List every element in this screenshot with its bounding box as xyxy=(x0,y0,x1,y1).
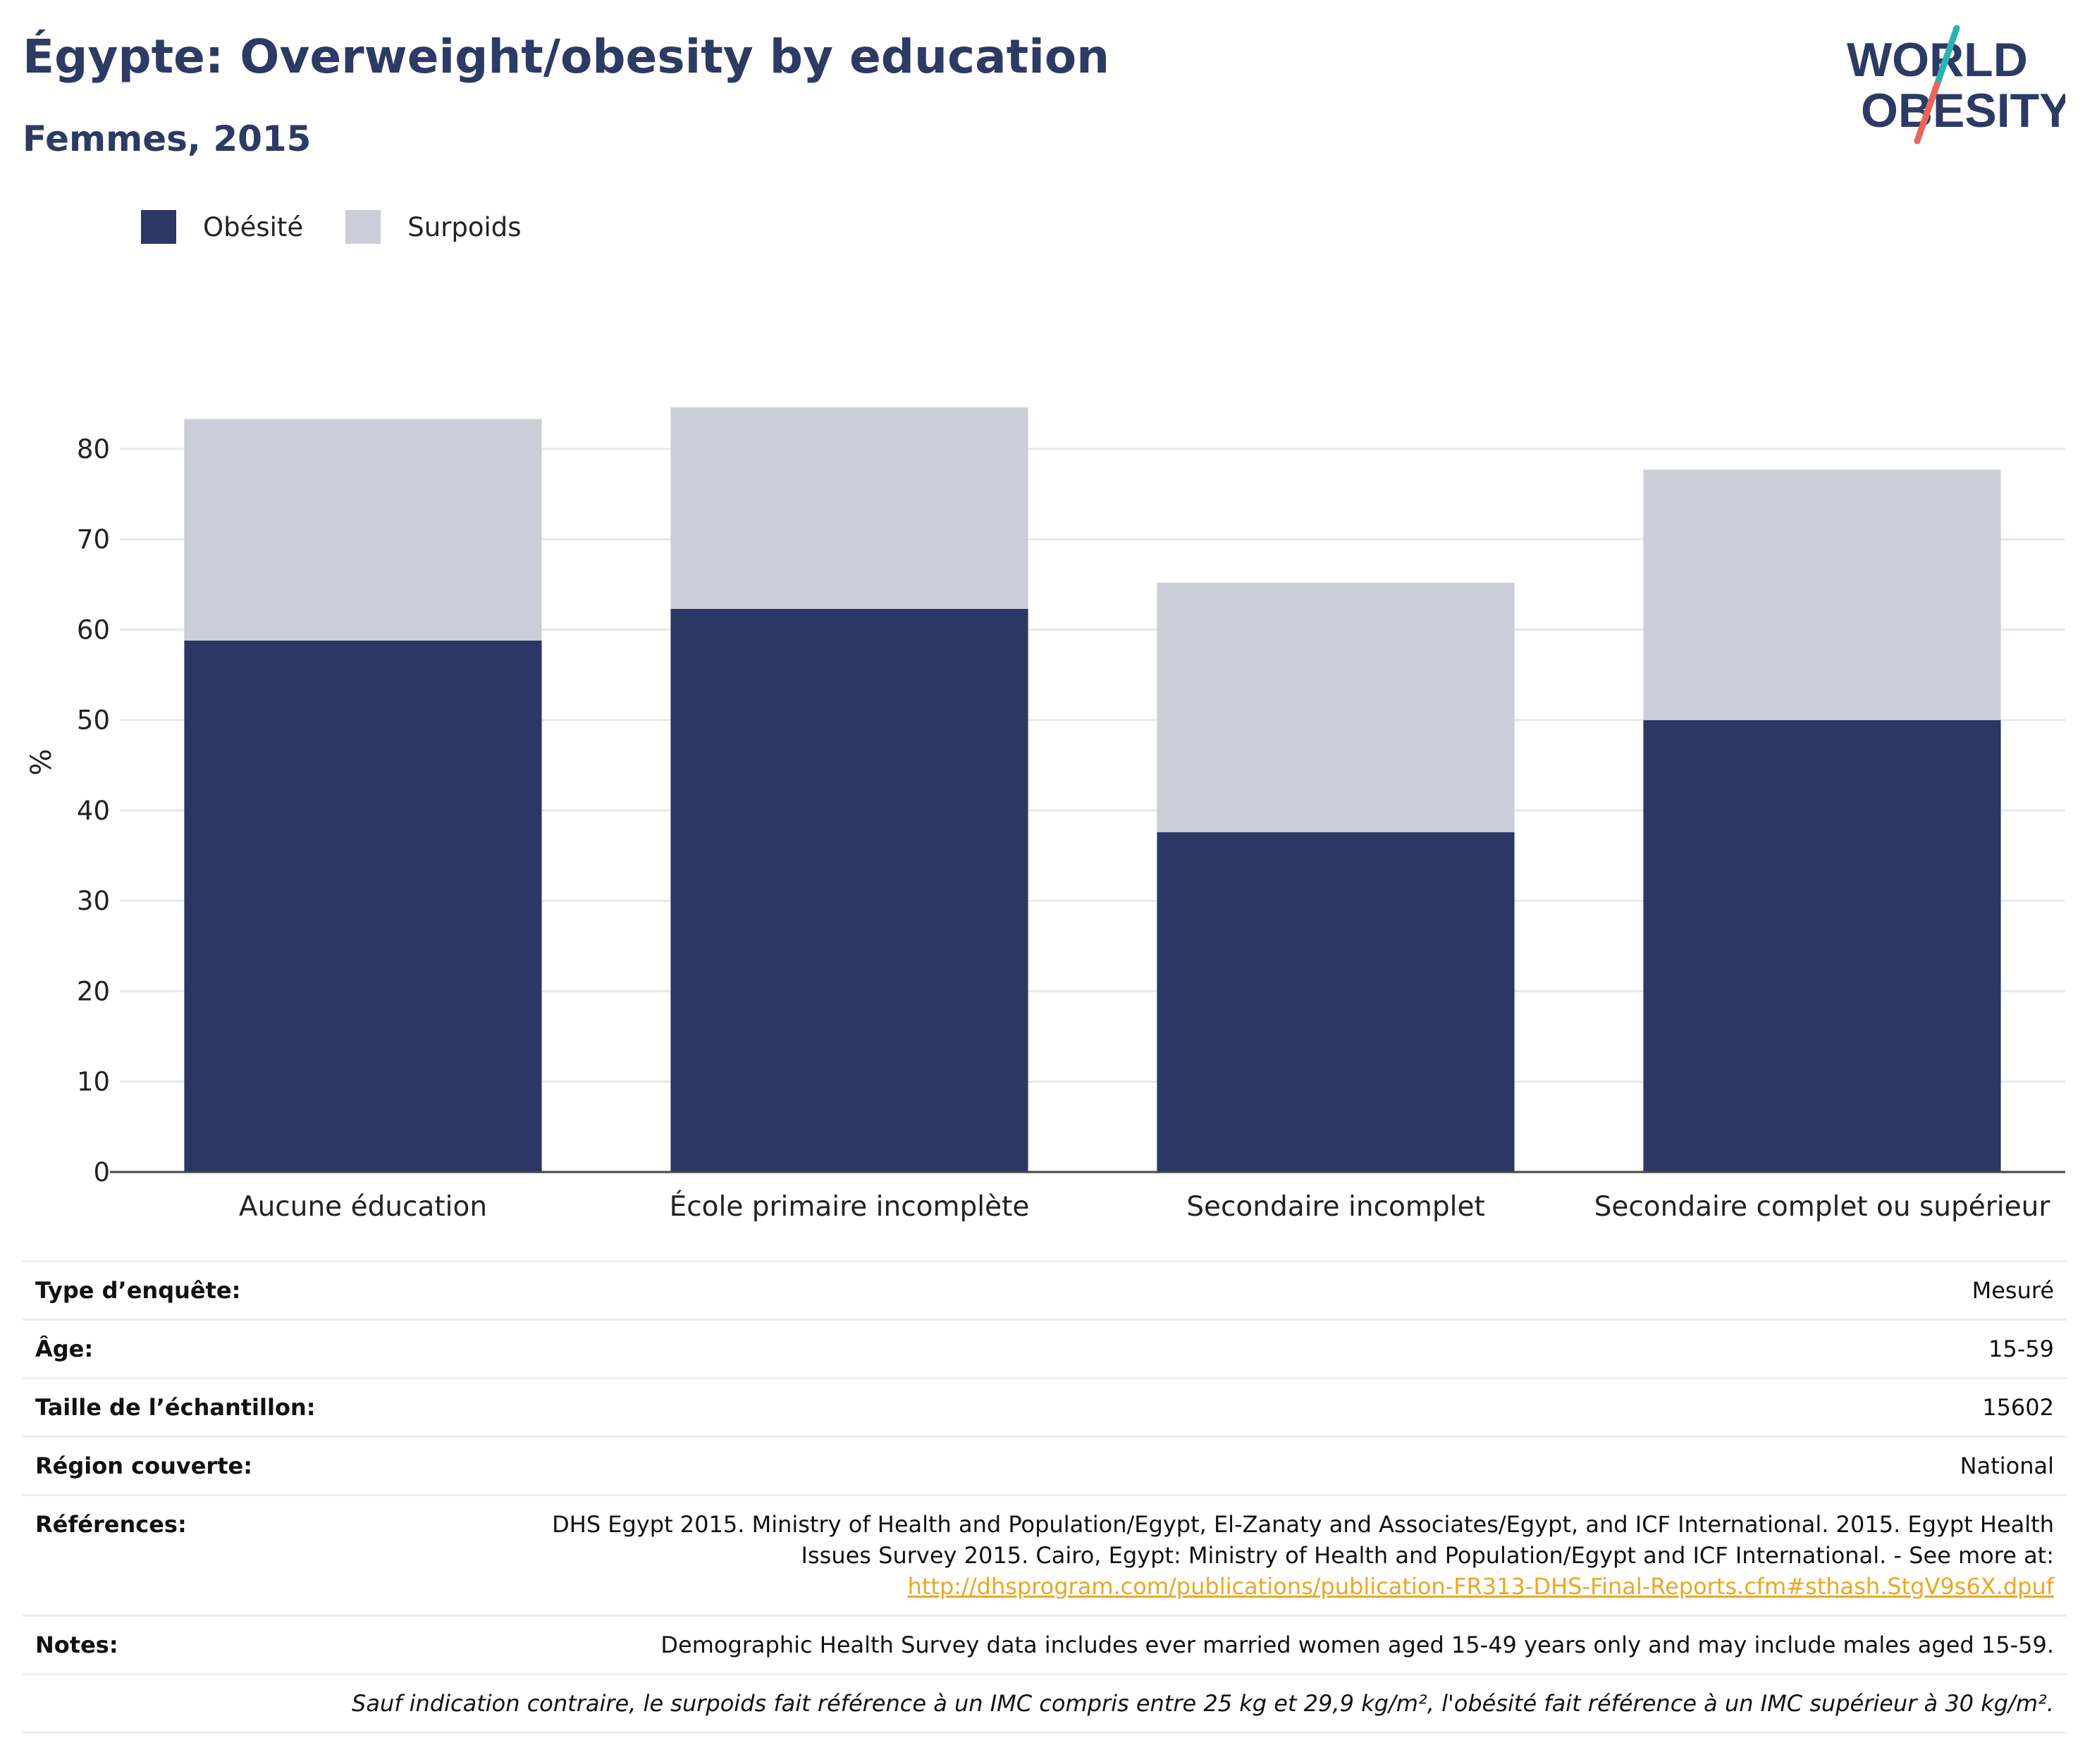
logo-slash-red xyxy=(1914,81,1941,144)
info-label: Notes: xyxy=(35,1632,118,1658)
y-tick-label: 40 xyxy=(77,796,110,826)
chart-title: Égypte: Overweight/obesity by education xyxy=(23,30,1110,84)
y-tick-label: 80 xyxy=(77,434,110,464)
y-tick-label: 0 xyxy=(93,1157,110,1188)
y-axis-title: % xyxy=(25,748,58,775)
legend-label-obesity: Obésité xyxy=(203,211,304,242)
legend-item-overweight[interactable]: Surpoids xyxy=(345,210,522,244)
footnote-text: Sauf indication contraire, le surpoids f… xyxy=(352,1690,2054,1717)
bmi-footnote: Sauf indication contraire, le surpoids f… xyxy=(23,1673,2067,1734)
info-value: National xyxy=(1960,1452,2054,1479)
info-row-sample-size: Taille de l’échantillon: 15602 xyxy=(23,1377,2067,1436)
references-link[interactable]: http://dhsprogram.com/publications/publi… xyxy=(907,1573,2054,1600)
info-table: Type d’enquête: Mesuré Âge: 15-59 Taille… xyxy=(23,1260,2067,1734)
info-label: Type d’enquête: xyxy=(35,1277,241,1304)
notes-text: Demographic Health Survey data includes … xyxy=(660,1632,2054,1658)
bar-overweight xyxy=(670,407,1028,609)
info-label: Références: xyxy=(35,1511,187,1538)
bar-obesity xyxy=(1157,832,1515,1172)
logo-text-obesity: OBESITY xyxy=(1861,84,2065,137)
bar-obesity xyxy=(1643,720,2001,1172)
bar-overweight xyxy=(1643,469,2001,720)
logo-slash-teal xyxy=(1933,25,1960,88)
x-tick-label: Aucune éducation xyxy=(239,1191,487,1223)
info-row-age: Âge: 15-59 xyxy=(23,1319,2067,1377)
legend-swatch-obesity xyxy=(141,210,176,244)
info-value: 15-59 xyxy=(1988,1336,2054,1362)
info-row-notes: Notes: Demographic Health Survey data in… xyxy=(23,1615,2067,1673)
references-line-1: DHS Egypt 2015. Ministry of Health and P… xyxy=(552,1511,2054,1538)
world-obesity-logo: WORLD OBESITY xyxy=(1847,25,2065,144)
x-tick-label: Secondaire incomplet xyxy=(1186,1191,1485,1223)
x-tick-label: Secondaire complet ou supérieur xyxy=(1594,1191,2051,1223)
bar-overweight xyxy=(184,419,542,641)
bar-obesity xyxy=(184,640,542,1172)
bar-chart: 0 10 20 30 40 50 60 70 80% Aucune éducation École … xyxy=(25,407,2065,1223)
info-label: Région couverte: xyxy=(35,1452,252,1479)
y-tick-label: 30 xyxy=(77,886,110,916)
info-row-references: Références: DHS Egypt 2015. Ministry of … xyxy=(23,1494,2067,1615)
info-value: 15602 xyxy=(1982,1394,2054,1421)
legend-label-overweight: Surpoids xyxy=(407,211,522,242)
info-label: Âge: xyxy=(35,1336,94,1362)
info-value: Mesuré xyxy=(1972,1277,2054,1304)
chart-subtitle: Femmes, 2015 xyxy=(23,118,312,159)
info-row-region: Région couverte: National xyxy=(23,1436,2067,1494)
y-tick-label: 20 xyxy=(77,976,110,1006)
references-text: DHS Egypt 2015. Ministry of Health and P… xyxy=(552,1509,2054,1602)
bar-obesity xyxy=(670,608,1028,1172)
bar-overweight xyxy=(1157,582,1515,832)
y-tick-label: 70 xyxy=(77,524,110,555)
legend-item-obesity[interactable]: Obésité xyxy=(141,210,303,244)
chart-legend: Obésité Surpoids xyxy=(141,210,564,244)
y-tick-label: 50 xyxy=(77,705,110,736)
info-label: Taille de l’échantillon: xyxy=(35,1394,316,1421)
legend-swatch-overweight xyxy=(345,210,381,244)
y-tick-label: 10 xyxy=(77,1067,110,1097)
y-tick-label: 60 xyxy=(77,615,110,645)
x-tick-label: École primaire incomplète xyxy=(670,1190,1030,1223)
info-row-survey-type: Type d’enquête: Mesuré xyxy=(23,1260,2067,1319)
references-line-2: Issues Survey 2015. Cairo, Egypt: Minist… xyxy=(801,1542,2054,1569)
